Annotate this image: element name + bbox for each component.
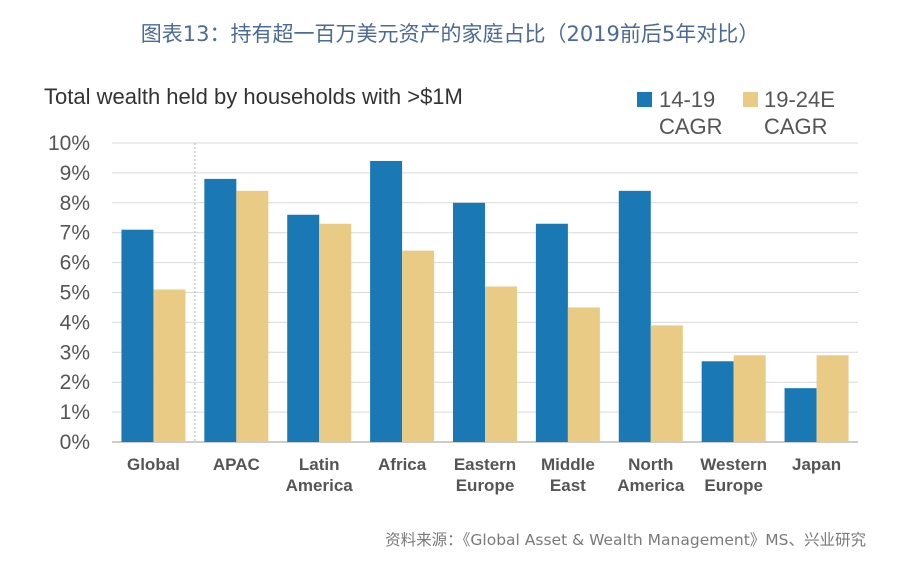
y-tick-label: 9% [60, 162, 90, 185]
x-category-label: Eastern [454, 455, 516, 474]
bar-series-2 [319, 223, 352, 442]
bar-series-1 [618, 190, 651, 442]
bar-series-2 [485, 286, 517, 442]
x-category-label: Western [700, 455, 767, 474]
x-category-label: APAC [213, 455, 260, 474]
bar-series-1 [784, 388, 817, 442]
legend-label-series-1: 14-19 CAGR [659, 86, 723, 140]
x-category-label: America [617, 476, 685, 495]
bar-series-2 [816, 355, 849, 442]
y-tick-label: 2% [60, 371, 90, 394]
x-category-label: Europe [456, 476, 515, 495]
bar-series-2 [567, 307, 600, 442]
y-tick-label: 4% [60, 311, 90, 334]
y-tick-label: 5% [60, 282, 90, 305]
y-tick-label: 3% [60, 341, 90, 364]
y-tick-label: 8% [60, 192, 90, 215]
bar-series-1 [370, 160, 403, 442]
legend-line: 14-19 [659, 87, 716, 112]
bar-series-2 [650, 325, 683, 442]
x-category-label: Middle [541, 455, 595, 474]
legend-swatch-series-2 [743, 92, 758, 107]
page-title: 图表13：持有超一百万美元资产的家庭占比（2019前后5年对比） [140, 22, 760, 46]
y-tick-label: 7% [60, 222, 90, 245]
legend-swatch-series-1 [637, 92, 652, 107]
bar-series-1 [535, 223, 568, 442]
bar-series-2 [153, 289, 186, 442]
bar-series-2 [236, 190, 269, 442]
x-category-label: Latin [299, 455, 340, 474]
chart-title: Total wealth held by households with >$1… [44, 84, 463, 109]
x-category-label: America [286, 476, 354, 495]
x-category-label: North [628, 455, 673, 474]
x-category-label: Global [127, 455, 180, 474]
legend-line: CAGR [659, 114, 723, 139]
bar-series-1 [287, 214, 320, 442]
legend-line: 19-24E [764, 87, 835, 112]
y-tick-label: 0% [60, 431, 90, 454]
bar-series-2 [402, 250, 435, 442]
bar-series-2 [733, 355, 766, 442]
bar-series-1 [453, 202, 485, 442]
x-category-label: Europe [704, 476, 763, 495]
x-category-label: Africa [378, 455, 427, 474]
bar-series-1 [121, 229, 154, 442]
y-tick-label: 10% [48, 132, 90, 155]
source-note: 资料来源：《Global Asset & Wealth Management》M… [385, 531, 866, 549]
x-category-label: East [550, 476, 586, 495]
bar-series-1 [701, 361, 734, 442]
x-category-label: Japan [792, 455, 841, 474]
y-tick-label: 6% [60, 252, 90, 275]
legend-line: CAGR [764, 114, 828, 139]
legend-label-series-2: 19-24E CAGR [764, 86, 835, 140]
y-tick-label: 1% [60, 401, 90, 424]
bar-series-1 [204, 178, 237, 442]
